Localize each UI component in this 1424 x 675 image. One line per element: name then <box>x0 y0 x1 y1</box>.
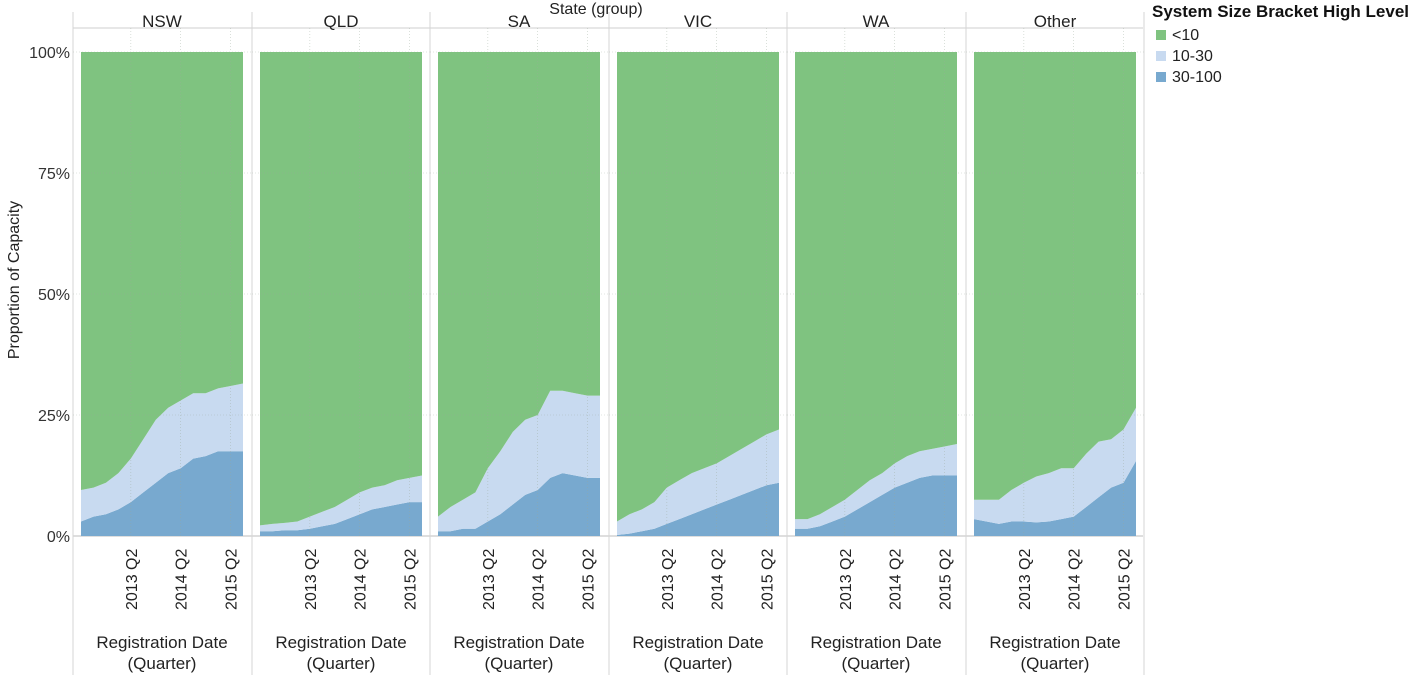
x-axis-title: Registration Date <box>275 633 406 652</box>
panel-header-label: NSW <box>142 12 182 31</box>
area-qld-30-100 <box>260 502 422 536</box>
area-nsw-30-100 <box>81 451 243 536</box>
x-tick-label: 2014 Q2 <box>531 549 548 610</box>
x-axis-title: (Quarter) <box>1021 654 1090 673</box>
legend-entry-label: <10 <box>1172 27 1199 44</box>
area-other-10-30 <box>974 407 1136 524</box>
area-sa-lt10 <box>438 52 600 517</box>
legend-swatch <box>1156 30 1166 40</box>
x-tick-label: 2013 Q2 <box>838 549 855 610</box>
panel-header-label: VIC <box>684 12 712 31</box>
x-axis-title: Registration Date <box>96 633 227 652</box>
legend-entry-label: 30-100 <box>1172 69 1222 86</box>
x-axis-title: Registration Date <box>453 633 584 652</box>
panel-vic <box>608 12 787 675</box>
facet-header-title: State (group) <box>549 1 642 18</box>
panel-nsw <box>72 12 251 675</box>
x-tick-label: 2013 Q2 <box>1017 549 1034 610</box>
area-nsw-10-30 <box>81 383 243 522</box>
area-sa-10-30 <box>438 390 600 532</box>
x-tick-label: 2015 Q2 <box>403 549 420 610</box>
panel-qld <box>251 12 430 675</box>
panel-header-label: Other <box>1034 12 1077 31</box>
x-axis-title: Registration Date <box>810 633 941 652</box>
area-vic-10-30 <box>617 429 779 535</box>
x-axis-title: Registration Date <box>989 633 1120 652</box>
x-tick-label: 2015 Q2 <box>1117 549 1134 610</box>
area-wa-30-100 <box>795 475 957 536</box>
area-qld-lt10 <box>260 52 422 526</box>
area-vic-lt10 <box>617 52 779 522</box>
panel-sa <box>429 12 608 675</box>
y-tick-label: 100% <box>29 45 70 62</box>
area-sa-30-100 <box>438 473 600 536</box>
y-tick-label: 25% <box>38 408 70 425</box>
area-nsw-lt10 <box>81 52 243 490</box>
x-tick-label: 2015 Q2 <box>938 549 955 610</box>
x-tick-label: 2014 Q2 <box>888 549 905 610</box>
panel-header-label: SA <box>508 12 531 31</box>
legend-entry-label: 10-30 <box>1172 48 1213 65</box>
x-tick-label: 2013 Q2 <box>660 549 677 610</box>
panel-header-label: WA <box>863 12 890 31</box>
legend-swatch <box>1156 72 1166 82</box>
area-other-30-100 <box>974 461 1136 536</box>
x-tick-label: 2015 Q2 <box>581 549 598 610</box>
panel-other <box>965 12 1145 675</box>
x-tick-label: 2015 Q2 <box>760 549 777 610</box>
x-tick-label: 2013 Q2 <box>303 549 320 610</box>
area-other-lt10 <box>974 52 1136 500</box>
x-axis-title: (Quarter) <box>842 654 911 673</box>
y-tick-label: 75% <box>38 166 70 183</box>
panel-header-label: QLD <box>324 12 359 31</box>
y-tick-label: 50% <box>38 287 70 304</box>
x-tick-label: 2013 Q2 <box>124 549 141 610</box>
area-wa-10-30 <box>795 444 957 529</box>
x-axis-title: (Quarter) <box>485 654 554 673</box>
legend-swatch <box>1156 51 1166 61</box>
x-axis-title: Registration Date <box>632 633 763 652</box>
x-axis-title: (Quarter) <box>664 654 733 673</box>
x-axis-title: (Quarter) <box>307 654 376 673</box>
y-tick-label: 0% <box>47 529 70 546</box>
x-tick-label: 2014 Q2 <box>174 549 191 610</box>
x-tick-label: 2014 Q2 <box>353 549 370 610</box>
x-tick-label: 2014 Q2 <box>710 549 727 610</box>
x-tick-label: 2014 Q2 <box>1067 549 1084 610</box>
area-wa-lt10 <box>795 52 957 520</box>
area-vic-30-100 <box>617 482 779 536</box>
legend-title: System Size Bracket High Level <box>1152 2 1409 21</box>
y-axis-title: Proportion of Capacity <box>6 201 23 359</box>
x-tick-label: 2013 Q2 <box>481 549 498 610</box>
panel-wa <box>786 12 965 675</box>
x-tick-label: 2015 Q2 <box>224 549 241 610</box>
x-axis-title: (Quarter) <box>128 654 197 673</box>
